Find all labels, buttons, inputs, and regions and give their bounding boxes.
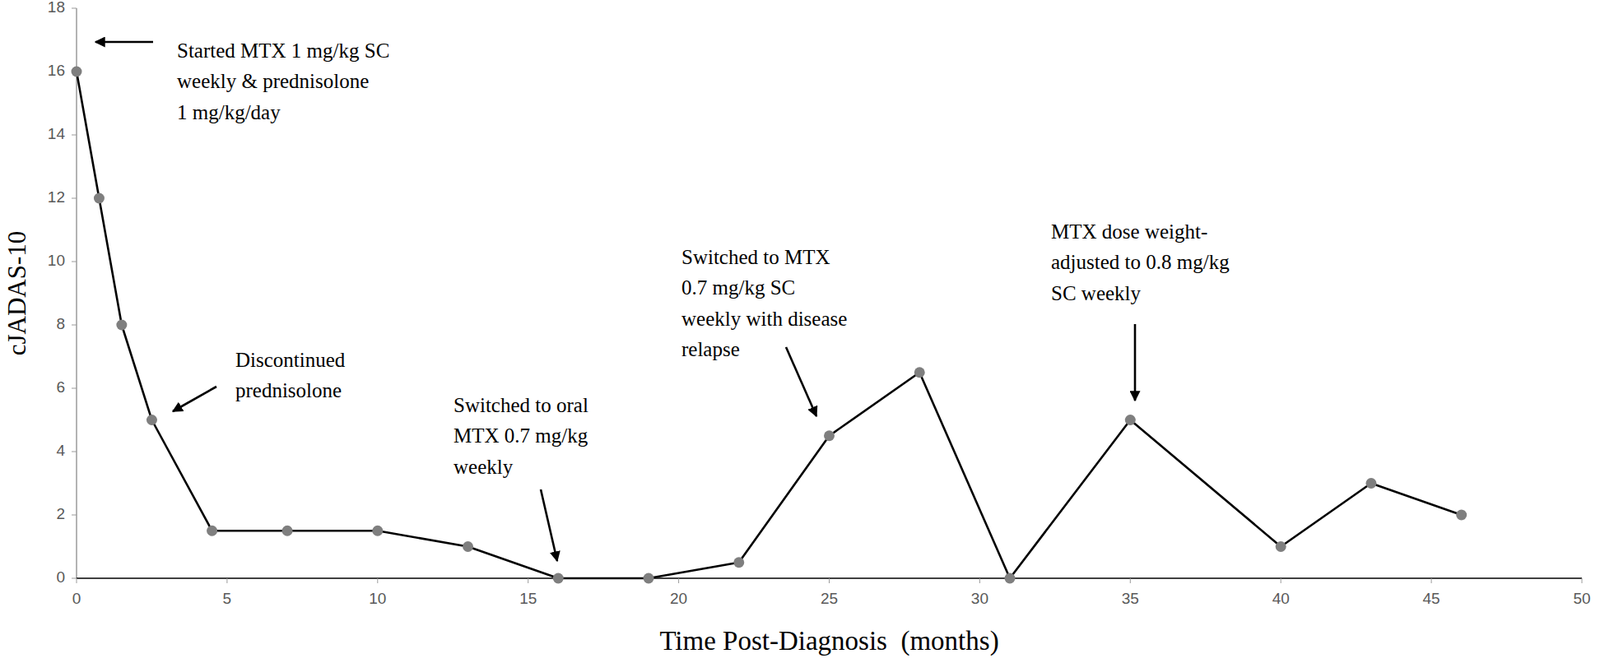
data-point bbox=[643, 573, 655, 585]
data-point bbox=[914, 367, 926, 378]
x-tick-label: 35 bbox=[1121, 590, 1140, 608]
data-point bbox=[93, 193, 105, 205]
y-axis-line bbox=[75, 8, 78, 579]
y-tick bbox=[71, 134, 77, 136]
y-tick bbox=[71, 578, 77, 580]
annotation-text: weekly bbox=[453, 455, 514, 479]
annotation-arrow bbox=[95, 41, 154, 44]
annotation-text: Started MTX 1 mg/kg SC bbox=[176, 39, 390, 62]
annotation-text: weekly & prednisolone bbox=[176, 69, 369, 93]
data-point bbox=[116, 320, 127, 331]
data-line bbox=[76, 71, 1462, 579]
x-tick bbox=[1431, 578, 1433, 584]
y-axis-title: cJADAS-10 bbox=[2, 231, 32, 357]
x-tick bbox=[76, 578, 78, 584]
data-point bbox=[1365, 478, 1377, 489]
annotation-arrow bbox=[540, 489, 558, 562]
data-point bbox=[1004, 573, 1015, 585]
annotation-text: MTX dose weight- bbox=[1051, 220, 1208, 243]
annotation-text: 0.7 mg/kg SC bbox=[681, 276, 796, 299]
annotation-text: Switched to oral bbox=[453, 394, 589, 417]
y-tick-label: 10 bbox=[47, 251, 66, 270]
x-axis-title: Time Post-Diagnosis (months) bbox=[659, 626, 999, 657]
data-point bbox=[282, 525, 294, 537]
y-tick bbox=[71, 325, 77, 326]
x-tick-label: 0 bbox=[72, 590, 82, 608]
data-point bbox=[1455, 510, 1467, 521]
x-tick-label: 10 bbox=[368, 590, 387, 608]
x-tick-label: 25 bbox=[820, 590, 838, 608]
annotation-text: relapse bbox=[681, 338, 740, 361]
x-tick bbox=[1581, 578, 1583, 584]
data-point bbox=[372, 525, 383, 537]
x-tick-label: 30 bbox=[971, 590, 989, 608]
x-tick-label: 45 bbox=[1423, 590, 1441, 608]
y-tick-label: 0 bbox=[55, 568, 66, 587]
data-point bbox=[1125, 414, 1136, 426]
y-tick bbox=[71, 198, 77, 200]
x-tick bbox=[527, 578, 529, 584]
annotation-text: Switched to MTX bbox=[681, 246, 831, 269]
x-tick bbox=[678, 578, 680, 584]
y-tick bbox=[71, 451, 77, 453]
data-point bbox=[206, 525, 218, 537]
data-point bbox=[823, 430, 835, 442]
chart: 0 2 4 6 8 10 12 14 16 18 0 5 10 15 20 25 30 35 40 45 50 cJADA… bbox=[0, 0, 1600, 663]
x-tick bbox=[1130, 578, 1131, 584]
annotation-text: 1 mg/kg/day bbox=[176, 101, 281, 124]
annotation-text: MTX 0.7 mg/kg bbox=[453, 424, 589, 447]
x-tick bbox=[1280, 578, 1282, 584]
data-point bbox=[1275, 541, 1287, 553]
y-tick bbox=[71, 515, 77, 517]
x-tick-label: 5 bbox=[223, 590, 233, 608]
data-point bbox=[553, 573, 564, 585]
x-tick bbox=[979, 578, 981, 584]
x-tick bbox=[376, 578, 378, 584]
y-tick bbox=[71, 8, 77, 10]
annotation-arrow bbox=[172, 386, 217, 412]
y-tick-label: 2 bbox=[55, 505, 66, 523]
x-tick-label: 50 bbox=[1572, 590, 1591, 608]
annotation-arrow bbox=[786, 347, 817, 417]
data-point bbox=[71, 66, 83, 78]
annotation-text: Discontinued bbox=[235, 348, 346, 372]
y-tick bbox=[71, 261, 77, 263]
annotation-text: weekly with disease bbox=[681, 307, 847, 331]
y-tick-label: 18 bbox=[47, 0, 66, 16]
y-tick-label: 12 bbox=[47, 188, 66, 206]
x-tick-label: 20 bbox=[669, 590, 688, 608]
annotation-text: prednisolone bbox=[235, 379, 342, 402]
annotation-text: SC weekly bbox=[1051, 282, 1142, 305]
y-tick-label: 14 bbox=[47, 125, 66, 143]
data-point bbox=[146, 414, 158, 426]
y-tick-label: 4 bbox=[55, 441, 66, 460]
y-tick-label: 16 bbox=[47, 61, 66, 80]
x-tick bbox=[226, 578, 228, 584]
x-tick-label: 40 bbox=[1272, 590, 1290, 608]
x-tick bbox=[828, 578, 830, 584]
y-tick-label: 6 bbox=[55, 378, 66, 396]
annotation-text: adjusted to 0.8 mg/kg bbox=[1051, 251, 1230, 274]
data-point bbox=[733, 557, 745, 568]
y-tick-label: 8 bbox=[55, 315, 66, 333]
y-tick bbox=[71, 388, 77, 390]
annotation-arrow bbox=[1134, 324, 1137, 401]
plot-area bbox=[71, 66, 1468, 585]
data-point bbox=[462, 541, 474, 553]
x-tick-label: 15 bbox=[519, 590, 537, 608]
